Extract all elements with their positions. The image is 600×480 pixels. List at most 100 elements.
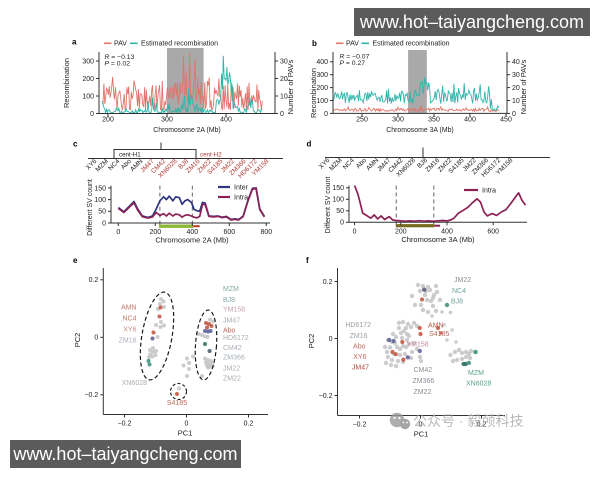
svg-text:0: 0 bbox=[340, 220, 344, 227]
svg-text:MZM: MZM bbox=[223, 286, 239, 293]
svg-text:HD6172: HD6172 bbox=[223, 335, 249, 342]
svg-text:XY6: XY6 bbox=[123, 326, 136, 333]
svg-text:400: 400 bbox=[316, 59, 328, 66]
svg-text:JM22: JM22 bbox=[454, 277, 471, 284]
svg-text:BJ8: BJ8 bbox=[451, 299, 463, 306]
svg-text:Recombination: Recombination bbox=[309, 68, 318, 118]
svg-text:0: 0 bbox=[512, 111, 516, 118]
svg-text:Different SV count: Different SV count bbox=[325, 177, 332, 234]
svg-text:PC2: PC2 bbox=[73, 333, 82, 348]
svg-text:10: 10 bbox=[280, 93, 288, 100]
svg-text:YM158: YM158 bbox=[407, 342, 429, 349]
svg-text:30: 30 bbox=[280, 58, 288, 65]
svg-text:R = −0.13: R = −0.13 bbox=[105, 54, 135, 61]
svg-text:300: 300 bbox=[82, 58, 94, 65]
svg-text:ZM366: ZM366 bbox=[413, 378, 435, 385]
svg-text:Different SV count: Different SV count bbox=[87, 179, 94, 236]
svg-text:300: 300 bbox=[392, 117, 404, 124]
svg-text:40: 40 bbox=[512, 59, 520, 66]
svg-text:Intra: Intra bbox=[482, 188, 496, 195]
svg-text:Estimated recombination: Estimated recombination bbox=[141, 41, 218, 48]
svg-text:BJ8: BJ8 bbox=[223, 297, 235, 304]
svg-text:−0.2: −0.2 bbox=[118, 421, 132, 428]
svg-text:P = 0.27: P = 0.27 bbox=[340, 60, 366, 67]
svg-text:e: e bbox=[73, 256, 78, 265]
svg-text:50: 50 bbox=[98, 209, 106, 216]
svg-text:400: 400 bbox=[186, 229, 198, 236]
svg-text:400: 400 bbox=[220, 117, 232, 124]
svg-text:10: 10 bbox=[512, 98, 520, 105]
svg-text:0: 0 bbox=[329, 336, 333, 343]
svg-text:HD6172: HD6172 bbox=[345, 322, 371, 329]
svg-text:CM42: CM42 bbox=[414, 367, 433, 374]
svg-text:200: 200 bbox=[82, 76, 94, 83]
svg-text:150: 150 bbox=[94, 185, 106, 192]
svg-text:150: 150 bbox=[332, 185, 344, 192]
svg-text:−0.2: −0.2 bbox=[353, 422, 367, 429]
svg-text:R = −0.07: R = −0.07 bbox=[340, 54, 370, 61]
svg-text:Abo: Abo bbox=[353, 343, 366, 350]
svg-text:0: 0 bbox=[90, 111, 94, 118]
svg-text:Inter: Inter bbox=[234, 185, 249, 192]
svg-text:300: 300 bbox=[161, 117, 173, 124]
svg-text:30: 30 bbox=[512, 72, 520, 79]
svg-text:AMN: AMN bbox=[121, 305, 137, 312]
svg-text:cent-H1: cent-H1 bbox=[119, 152, 141, 159]
svg-text:200: 200 bbox=[149, 229, 161, 236]
svg-text:50: 50 bbox=[336, 208, 344, 215]
svg-text:cent-H2: cent-H2 bbox=[200, 152, 222, 159]
svg-text:20: 20 bbox=[280, 76, 288, 83]
svg-text:400: 400 bbox=[464, 117, 476, 124]
svg-text:ZM16: ZM16 bbox=[350, 333, 368, 340]
svg-text:200: 200 bbox=[102, 117, 114, 124]
svg-text:ZM16: ZM16 bbox=[119, 338, 137, 345]
svg-text:Chromosome 2A (Mb): Chromosome 2A (Mb) bbox=[155, 236, 229, 245]
svg-text:Chromosome 3A (Mb): Chromosome 3A (Mb) bbox=[386, 127, 453, 134]
svg-text:0: 0 bbox=[185, 421, 189, 428]
svg-text:0: 0 bbox=[94, 335, 98, 342]
svg-text:ZM22: ZM22 bbox=[223, 376, 241, 383]
svg-text:P = 0.02: P = 0.02 bbox=[105, 61, 131, 68]
svg-text:XN6028: XN6028 bbox=[466, 381, 491, 388]
svg-text:0: 0 bbox=[353, 228, 357, 235]
svg-text:CM42: CM42 bbox=[223, 345, 242, 352]
svg-text:d: d bbox=[307, 140, 312, 149]
svg-text:0.2: 0.2 bbox=[477, 422, 487, 429]
svg-text:200: 200 bbox=[316, 85, 328, 92]
svg-text:ZM22: ZM22 bbox=[414, 389, 432, 396]
svg-text:400: 400 bbox=[441, 228, 453, 235]
svg-text:0.2: 0.2 bbox=[244, 421, 254, 428]
svg-text:公众号 · 毅颅科技: 公众号 · 毅颅科技 bbox=[413, 413, 523, 429]
svg-text:0: 0 bbox=[419, 422, 423, 429]
svg-text:JM47: JM47 bbox=[223, 318, 240, 325]
svg-text:800: 800 bbox=[260, 229, 272, 236]
svg-text:b: b bbox=[312, 39, 317, 48]
svg-text:JM22: JM22 bbox=[223, 366, 240, 373]
svg-text:PC1: PC1 bbox=[178, 429, 193, 438]
svg-text:NC4: NC4 bbox=[452, 288, 466, 295]
svg-text:Number of PAVs: Number of PAVs bbox=[286, 59, 295, 114]
svg-text:a: a bbox=[72, 38, 77, 47]
svg-text:YM158: YM158 bbox=[223, 307, 245, 314]
svg-text:f: f bbox=[306, 256, 309, 265]
svg-text:600: 600 bbox=[487, 228, 499, 235]
svg-text:Recombination: Recombination bbox=[62, 58, 71, 108]
svg-text:0: 0 bbox=[102, 220, 106, 227]
svg-text:600: 600 bbox=[223, 229, 235, 236]
svg-text:−0.2: −0.2 bbox=[84, 392, 98, 399]
svg-text:0.2: 0.2 bbox=[323, 279, 333, 286]
svg-text:100: 100 bbox=[82, 93, 94, 100]
svg-text:100: 100 bbox=[332, 197, 344, 204]
svg-text:PAV: PAV bbox=[114, 41, 127, 48]
svg-text:XN6028: XN6028 bbox=[122, 380, 147, 387]
svg-text:0: 0 bbox=[116, 229, 120, 236]
svg-text:450: 450 bbox=[500, 117, 512, 124]
svg-text:100: 100 bbox=[94, 197, 106, 204]
svg-text:MZM: MZM bbox=[468, 370, 484, 377]
svg-text:AMN: AMN bbox=[428, 323, 444, 330]
svg-text:300: 300 bbox=[316, 72, 328, 79]
svg-text:350: 350 bbox=[428, 117, 440, 124]
svg-text:c: c bbox=[73, 140, 78, 149]
svg-text:250: 250 bbox=[356, 117, 368, 124]
svg-text:20: 20 bbox=[512, 85, 520, 92]
